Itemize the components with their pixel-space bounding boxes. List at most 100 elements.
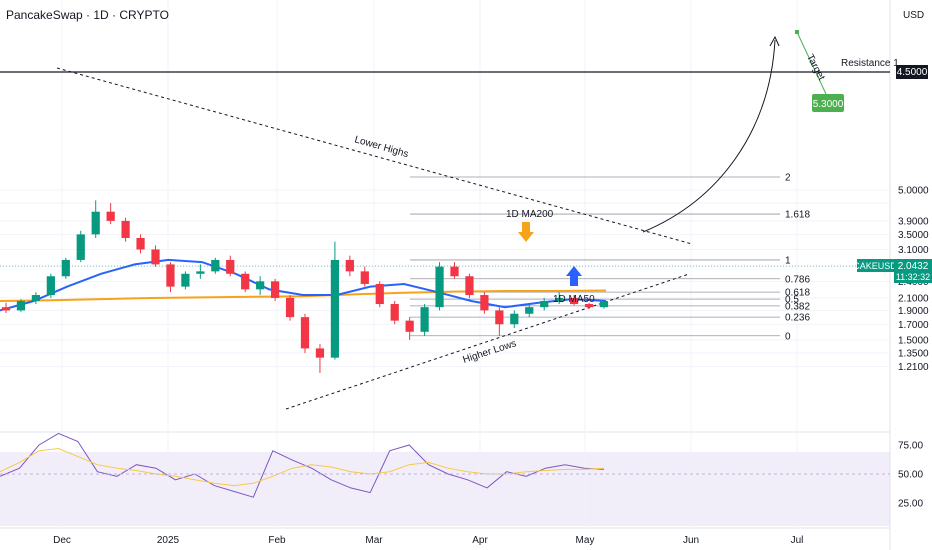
target-badge[interactable] — [812, 94, 844, 112]
candle — [555, 292, 564, 305]
candle-body — [226, 259, 235, 274]
candle — [540, 297, 549, 311]
rsi-tick: 50.00 — [898, 470, 923, 481]
candle-body — [435, 266, 444, 308]
target-anchor — [795, 30, 799, 34]
projection-arc[interactable] — [642, 39, 776, 233]
candle-body — [420, 307, 429, 332]
resistance-label: Resistance 1 — [841, 58, 899, 69]
resistance-badge-value: 4.5000 — [897, 67, 928, 78]
time-tick: Apr — [472, 535, 488, 546]
price-tick: 1.2100 — [898, 362, 929, 373]
symbol-badge[interactable] — [857, 259, 894, 272]
rsi-tick: 25.00 — [898, 499, 923, 510]
ma200-arrow — [518, 222, 534, 242]
time-tick: May — [576, 535, 595, 546]
candle-body — [285, 297, 295, 318]
countdown-text: 11:32:32 — [896, 272, 930, 282]
candle — [510, 310, 519, 328]
ma50-arrow — [566, 266, 582, 286]
candle — [241, 271, 250, 293]
candle-body — [584, 304, 594, 308]
candle — [450, 262, 459, 279]
candle-body — [106, 211, 115, 221]
candle-body — [31, 295, 41, 301]
time-tick: 2025 — [157, 535, 180, 546]
candle — [106, 203, 115, 225]
candle-body — [151, 249, 160, 265]
candle — [181, 271, 190, 290]
target-line[interactable] — [796, 31, 827, 95]
candle-body — [465, 276, 474, 296]
candle — [196, 264, 205, 279]
candle-body — [270, 281, 280, 298]
time-tick: Dec — [53, 535, 71, 546]
candle-body — [599, 301, 609, 308]
candle — [211, 257, 220, 274]
ma50-label: 1D MA50 — [553, 294, 595, 305]
candle-body — [181, 273, 190, 287]
currency-label: USD — [903, 10, 924, 21]
time-tick: Feb — [268, 535, 286, 546]
rsi-band — [0, 452, 890, 526]
candle — [46, 273, 55, 298]
candle — [569, 295, 579, 306]
candle — [61, 257, 70, 279]
candle-body — [540, 300, 549, 308]
candle — [256, 276, 265, 296]
candlesticks[interactable] — [1, 200, 609, 373]
candle — [270, 278, 280, 301]
ma200-label: 1D MA200 — [506, 209, 554, 220]
candle-body — [450, 266, 459, 277]
candle-body — [211, 259, 220, 272]
candle-body — [136, 237, 145, 250]
candle-body — [256, 281, 265, 290]
candle — [480, 292, 489, 314]
fib-label: 0 — [785, 331, 791, 342]
candle — [465, 273, 474, 298]
candle-body — [360, 271, 369, 284]
candle — [390, 300, 399, 325]
candle — [16, 299, 26, 312]
price-tick: 1.9000 — [898, 306, 929, 317]
candle-body — [345, 259, 354, 272]
ma50-line[interactable] — [0, 258, 607, 312]
candle-body — [46, 276, 55, 296]
candle-body — [61, 259, 70, 277]
candle-body — [390, 304, 399, 321]
candle-body — [330, 259, 340, 358]
horizontal-grid — [0, 189, 890, 368]
candle — [405, 317, 414, 340]
candle-body — [76, 234, 85, 260]
candle-body — [91, 211, 100, 235]
resistance-badge — [896, 65, 928, 79]
lower-highs-trendline[interactable] — [56, 67, 693, 245]
price-tick: 1.7000 — [898, 320, 929, 331]
candle — [76, 230, 85, 263]
candle-body — [480, 295, 489, 311]
vertical-grid — [61, 0, 798, 528]
candle — [330, 241, 340, 360]
time-axis[interactable]: Dec 2025 Feb Mar Apr May Jun Jul — [53, 535, 803, 546]
candle — [91, 200, 100, 238]
candle — [226, 255, 235, 277]
price-tick: 1.5000 — [898, 335, 929, 346]
time-tick: Jul — [791, 535, 804, 546]
price-tick: 2.1000 — [898, 293, 929, 304]
ma200-line[interactable] — [0, 289, 607, 302]
chart-title: PancakeSwap · 1D · CRYPTO — [6, 8, 169, 22]
time-tick: Jun — [683, 535, 699, 546]
candle — [315, 344, 325, 373]
fib-label: 0.786 — [785, 274, 810, 285]
candle-body — [241, 273, 250, 290]
fib-label: 0.618 — [785, 288, 810, 299]
higher-lows-trendline[interactable] — [285, 273, 690, 410]
rsi-ma-line[interactable] — [0, 447, 605, 487]
rsi-tick: 75.00 — [898, 441, 923, 452]
candle-body — [166, 264, 175, 287]
price-tick: 5.0000 — [898, 185, 929, 196]
price-badge[interactable] — [894, 259, 932, 283]
candle-body — [495, 310, 504, 325]
